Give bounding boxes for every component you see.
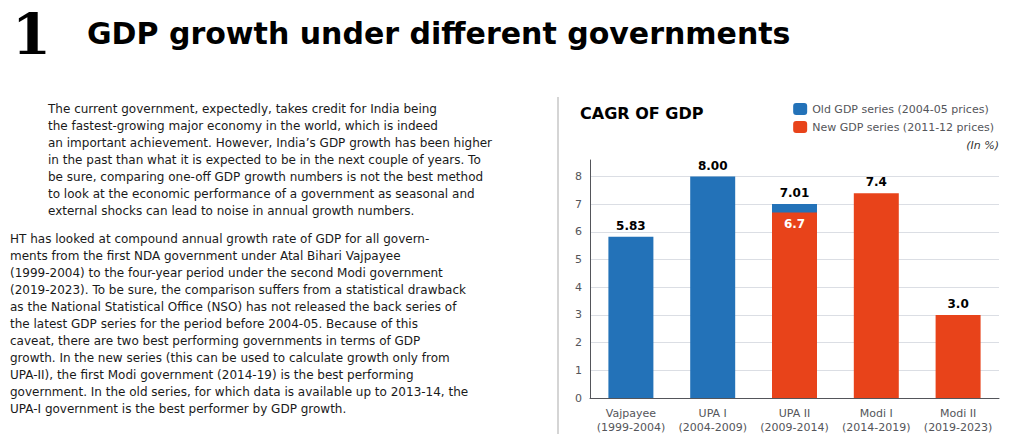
svg-text:3: 3 xyxy=(575,308,582,321)
svg-text:6: 6 xyxy=(575,225,582,238)
svg-text:UPA-II), the first Modi govern: UPA-II), the first Modi government (2014… xyxy=(10,368,414,382)
svg-text:growth. In the new series (thi: growth. In the new series (this can be u… xyxy=(10,351,450,365)
svg-text:to look at the economic perfor: to look at the economic performance of a… xyxy=(48,187,475,201)
svg-text:2: 2 xyxy=(575,336,582,349)
svg-text:CAGR OF GDP: CAGR OF GDP xyxy=(580,104,704,123)
svg-text:(2009-2014): (2009-2014) xyxy=(760,421,829,434)
svg-text:(2019-2023): (2019-2023) xyxy=(924,421,993,434)
svg-text:Vajpayee: Vajpayee xyxy=(606,407,656,420)
svg-text:5.83: 5.83 xyxy=(616,219,646,233)
svg-text:caveat, there are two best per: caveat, there are two best performing go… xyxy=(10,334,420,348)
svg-text:New GDP series (2011-12 prices: New GDP series (2011-12 prices) xyxy=(812,121,994,134)
svg-text:UPA II: UPA II xyxy=(779,407,811,420)
svg-text:1: 1 xyxy=(12,1,51,67)
svg-text:0: 0 xyxy=(575,392,582,405)
svg-text:UPA-I government is the best p: UPA-I government is the best performer b… xyxy=(10,402,346,416)
svg-text:Modi II: Modi II xyxy=(940,407,976,420)
svg-text:(In %): (In %) xyxy=(966,139,999,152)
svg-text:The current government, expect: The current government, expectedly, take… xyxy=(47,102,437,116)
svg-text:the latest GDP series for the: the latest GDP series for the period bef… xyxy=(10,317,418,331)
svg-text:8.00: 8.00 xyxy=(698,159,728,173)
svg-text:HT has looked at compound annu: HT has looked at compound annual growth … xyxy=(10,232,429,246)
svg-text:as the National Statistical Of: as the National Statistical Office (NSO)… xyxy=(10,300,457,314)
svg-text:4: 4 xyxy=(575,281,582,294)
svg-text:(1999-2004): (1999-2004) xyxy=(597,421,666,434)
svg-text:in the past than what it is ex: in the past than what it is expected to … xyxy=(48,153,481,167)
svg-text:external shocks can lead to no: external shocks can lead to noise in ann… xyxy=(48,204,414,218)
svg-text:5: 5 xyxy=(575,253,582,266)
svg-text:UPA I: UPA I xyxy=(699,407,727,420)
svg-text:6.7: 6.7 xyxy=(784,217,805,231)
svg-text:an important achievement. Howe: an important achievement. However, India… xyxy=(48,136,492,150)
svg-text:(1999-2004) to the four-year p: (1999-2004) to the four-year period unde… xyxy=(10,266,443,280)
svg-text:7.4: 7.4 xyxy=(866,175,887,189)
svg-text:GDP growth under different gov: GDP growth under different governments xyxy=(87,16,790,51)
svg-text:(2014-2019): (2014-2019) xyxy=(842,421,911,434)
svg-text:7.01: 7.01 xyxy=(780,186,810,200)
svg-text:government. In the old series,: government. In the old series, for which… xyxy=(10,385,468,399)
svg-text:Old GDP series (2004-05 prices: Old GDP series (2004-05 prices) xyxy=(812,103,989,116)
svg-text:3.0: 3.0 xyxy=(947,297,968,311)
svg-text:1: 1 xyxy=(575,364,582,377)
svg-text:be sure, comparing one-off GDP: be sure, comparing one-off GDP growth nu… xyxy=(48,170,483,184)
svg-text:8: 8 xyxy=(575,170,582,183)
svg-text:(2019-2023). To be sure, the c: (2019-2023). To be sure, the comparison … xyxy=(10,283,466,297)
svg-text:ments from the first NDA gover: ments from the first NDA government unde… xyxy=(10,249,401,263)
svg-text:(2004-2009): (2004-2009) xyxy=(678,421,747,434)
svg-text:7: 7 xyxy=(575,198,582,211)
svg-text:the fastest-growing major econ: the fastest-growing major economy in the… xyxy=(48,119,438,133)
svg-text:Modi I: Modi I xyxy=(860,407,893,420)
